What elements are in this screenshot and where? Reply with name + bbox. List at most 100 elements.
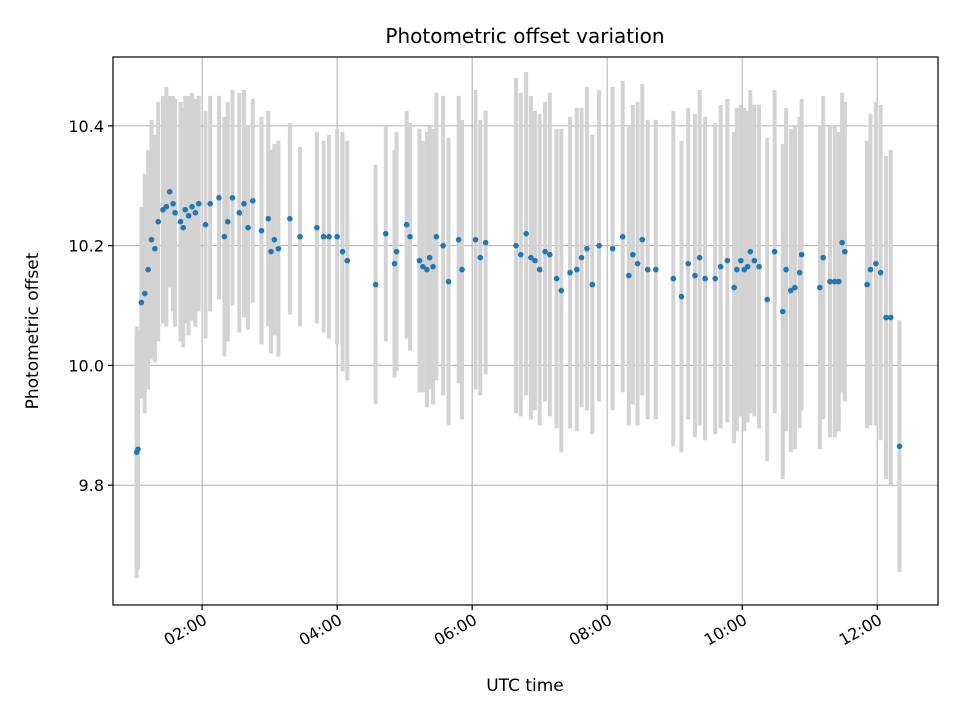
data-point	[792, 284, 798, 291]
data-point	[177, 218, 184, 225]
data-point	[344, 257, 351, 264]
data-point	[877, 269, 884, 276]
data-point	[589, 281, 596, 288]
data-point	[148, 236, 155, 243]
data-point	[207, 200, 214, 207]
data-point	[839, 239, 845, 246]
data-point	[189, 203, 195, 210]
data-point	[180, 224, 187, 231]
data-point	[185, 212, 192, 219]
data-point	[731, 284, 737, 291]
data-point	[287, 215, 293, 222]
data-point	[827, 278, 833, 285]
data-point	[195, 200, 202, 207]
data-point	[738, 257, 744, 264]
chart-title: Photometric offset variation	[385, 24, 664, 48]
data-point	[320, 233, 327, 240]
data-point	[796, 269, 803, 276]
data-point	[477, 254, 484, 261]
data-point	[867, 266, 874, 273]
data-point	[155, 218, 162, 225]
data-point	[339, 248, 346, 255]
data-point	[567, 269, 573, 276]
y-tick-label: 9.8	[79, 476, 104, 495]
data-point	[216, 194, 222, 201]
data-point	[625, 272, 632, 279]
data-point	[783, 266, 789, 273]
data-point	[842, 248, 848, 255]
data-point	[751, 257, 758, 264]
data-point	[817, 284, 823, 291]
data-point	[135, 446, 141, 453]
data-point	[513, 242, 519, 249]
data-point	[558, 287, 565, 294]
data-point	[249, 197, 256, 204]
data-point	[835, 278, 842, 285]
data-point	[744, 263, 751, 270]
data-point	[528, 254, 534, 261]
data-point	[639, 236, 646, 243]
data-point	[372, 281, 379, 288]
data-point	[152, 245, 158, 252]
data-point	[420, 263, 426, 270]
data-point	[670, 275, 677, 282]
data-point	[887, 314, 894, 321]
data-point	[138, 299, 145, 306]
data-point	[297, 233, 303, 240]
data-point	[202, 221, 209, 228]
data-points	[133, 188, 903, 456]
plot-frame	[112, 56, 939, 606]
data-point	[236, 209, 243, 216]
data-point	[678, 293, 685, 300]
data-point	[734, 266, 740, 273]
data-point	[326, 233, 332, 240]
data-point	[717, 263, 724, 270]
data-point	[788, 287, 794, 294]
data-point	[229, 194, 236, 201]
data-point	[275, 245, 282, 252]
data-point	[536, 266, 543, 273]
data-point	[403, 221, 410, 228]
data-point	[712, 275, 719, 282]
data-point	[652, 266, 659, 273]
data-point	[609, 245, 616, 252]
data-point	[314, 224, 320, 231]
data-point	[182, 206, 189, 213]
data-point	[391, 260, 398, 267]
y-tick-label: 10.0	[68, 356, 104, 375]
data-point	[245, 224, 251, 231]
data-point	[584, 245, 590, 252]
y-axis-title: Photometric offset	[23, 252, 43, 409]
data-point	[873, 260, 879, 267]
data-point	[702, 275, 708, 282]
data-point	[517, 251, 524, 258]
data-point	[482, 239, 489, 246]
y-axis: 9.8 10.0 10.2 10.4	[68, 117, 113, 495]
data-point	[440, 242, 446, 249]
data-point	[756, 263, 762, 270]
data-point	[416, 257, 423, 264]
data-point	[334, 233, 340, 240]
data-point	[771, 248, 778, 255]
data-point	[258, 227, 265, 234]
data-point	[224, 218, 231, 225]
data-point	[459, 266, 465, 273]
x-axis-title: UTC time	[486, 676, 564, 696]
data-point	[166, 188, 173, 195]
data-point	[424, 266, 430, 273]
data-point	[271, 236, 278, 243]
data-point	[407, 233, 413, 240]
data-point	[692, 272, 698, 279]
data-point	[172, 209, 178, 216]
data-point	[634, 260, 641, 267]
data-point	[864, 281, 870, 288]
y-tick-label: 10.2	[68, 237, 104, 256]
data-point	[523, 230, 529, 237]
data-point	[578, 254, 585, 261]
data-point	[820, 254, 827, 261]
data-point	[145, 266, 151, 273]
data-point	[426, 254, 433, 261]
data-point	[455, 236, 462, 243]
data-point	[393, 248, 400, 255]
data-point	[265, 215, 272, 222]
